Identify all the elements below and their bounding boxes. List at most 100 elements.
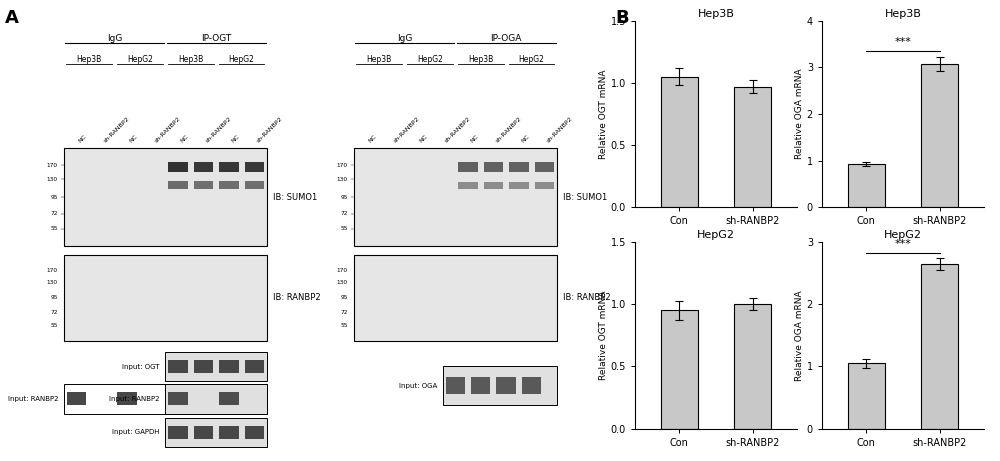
Text: NC: NC	[368, 133, 378, 143]
Bar	[522, 377, 541, 394]
Text: IB: SUMO1: IB: SUMO1	[273, 193, 317, 201]
Text: 55: 55	[340, 226, 348, 231]
Text: NC: NC	[78, 133, 88, 143]
Text: IgG: IgG	[107, 34, 122, 43]
Text: Input: GAPDH: Input: GAPDH	[112, 429, 160, 435]
Text: 55: 55	[340, 323, 348, 328]
Y-axis label: Relative OGT mRNA: Relative OGT mRNA	[599, 290, 608, 380]
Title: HepG2: HepG2	[697, 230, 735, 240]
Bar	[194, 360, 213, 373]
Bar	[921, 264, 958, 429]
Bar	[168, 162, 188, 172]
Text: 72: 72	[51, 310, 58, 315]
Text: IB: SUMO1: IB: SUMO1	[563, 193, 607, 201]
Text: IP-OGT: IP-OGT	[201, 34, 231, 43]
Text: sh-RANBP2: sh-RANBP2	[205, 116, 233, 143]
Text: Input: OGA: Input: OGA	[399, 383, 437, 389]
Text: Input: RANBP2: Input: RANBP2	[109, 396, 160, 402]
Y-axis label: Relative OGT mRNA: Relative OGT mRNA	[599, 69, 608, 159]
Bar	[661, 311, 698, 429]
Bar	[64, 384, 267, 414]
Text: 95: 95	[340, 295, 348, 300]
Bar	[219, 162, 239, 172]
Bar	[446, 377, 465, 394]
Bar	[245, 426, 264, 439]
Text: NC: NC	[128, 133, 138, 143]
Text: 55: 55	[51, 226, 58, 231]
Text: IB: RANBP2: IB: RANBP2	[563, 293, 610, 302]
Bar	[64, 255, 267, 341]
Bar	[848, 164, 885, 207]
Text: 72: 72	[51, 211, 58, 216]
Text: Hep3B: Hep3B	[76, 55, 102, 64]
Bar	[194, 162, 213, 172]
Text: Input: OGT: Input: OGT	[122, 364, 160, 370]
Bar	[245, 181, 264, 189]
Bar	[734, 87, 771, 207]
Text: IB: RANBP2: IB: RANBP2	[273, 293, 320, 302]
Bar	[219, 181, 239, 189]
Text: 72: 72	[340, 310, 348, 315]
Bar	[219, 392, 239, 406]
Bar	[219, 426, 239, 439]
Text: 72: 72	[340, 211, 348, 216]
Text: Hep3B: Hep3B	[468, 55, 493, 64]
Text: IgG: IgG	[397, 34, 412, 43]
Text: ***: ***	[895, 37, 911, 47]
Bar	[734, 304, 771, 429]
Bar	[168, 426, 188, 439]
Bar	[354, 255, 557, 341]
Text: sh-RANBP2: sh-RANBP2	[546, 116, 573, 143]
Text: IP-OGA: IP-OGA	[490, 34, 522, 43]
Text: NC: NC	[520, 133, 530, 143]
Bar	[165, 352, 267, 381]
Text: 130: 130	[47, 280, 58, 285]
Text: Input: RANBP2: Input: RANBP2	[8, 396, 58, 402]
Bar	[484, 162, 503, 172]
Bar	[64, 148, 267, 246]
Text: HepG2: HepG2	[417, 55, 443, 64]
Bar	[168, 360, 188, 373]
Y-axis label: Relative OGA mRNA: Relative OGA mRNA	[795, 69, 804, 160]
Text: 55: 55	[51, 323, 58, 328]
Bar	[484, 182, 503, 189]
Bar	[168, 392, 188, 406]
Text: HepG2: HepG2	[229, 55, 255, 64]
Bar	[921, 64, 958, 207]
Text: 95: 95	[340, 195, 348, 200]
Bar	[661, 77, 698, 207]
Title: Hep3B: Hep3B	[698, 9, 734, 18]
Title: Hep3B: Hep3B	[885, 9, 921, 18]
Bar	[509, 162, 529, 172]
Bar	[471, 377, 490, 394]
Text: HepG2: HepG2	[519, 55, 545, 64]
Text: B: B	[615, 9, 629, 27]
Bar	[194, 181, 213, 189]
Text: 95: 95	[51, 195, 58, 200]
Text: sh-RANBP2: sh-RANBP2	[444, 116, 472, 143]
Bar	[509, 182, 529, 189]
Y-axis label: Relative OGA mRNA: Relative OGA mRNA	[795, 290, 804, 381]
Text: 130: 130	[337, 177, 348, 182]
Text: 170: 170	[337, 268, 348, 273]
Bar	[535, 182, 554, 189]
Text: 170: 170	[47, 163, 58, 168]
Bar	[458, 182, 478, 189]
Bar	[443, 366, 557, 405]
Bar	[245, 162, 264, 172]
Text: 95: 95	[51, 295, 58, 300]
Bar	[165, 418, 267, 447]
Text: sh-RANBP2: sh-RANBP2	[154, 116, 182, 143]
Bar	[245, 360, 264, 373]
Bar	[848, 363, 885, 429]
Bar	[496, 377, 516, 394]
Text: NC: NC	[179, 133, 189, 143]
Bar	[354, 148, 557, 246]
Text: 130: 130	[47, 177, 58, 182]
Text: Hep3B: Hep3B	[366, 55, 392, 64]
Text: 170: 170	[337, 163, 348, 168]
Text: A: A	[5, 9, 19, 27]
Text: sh-RANBP2: sh-RANBP2	[256, 116, 283, 143]
Bar	[168, 181, 188, 189]
Bar	[194, 426, 213, 439]
